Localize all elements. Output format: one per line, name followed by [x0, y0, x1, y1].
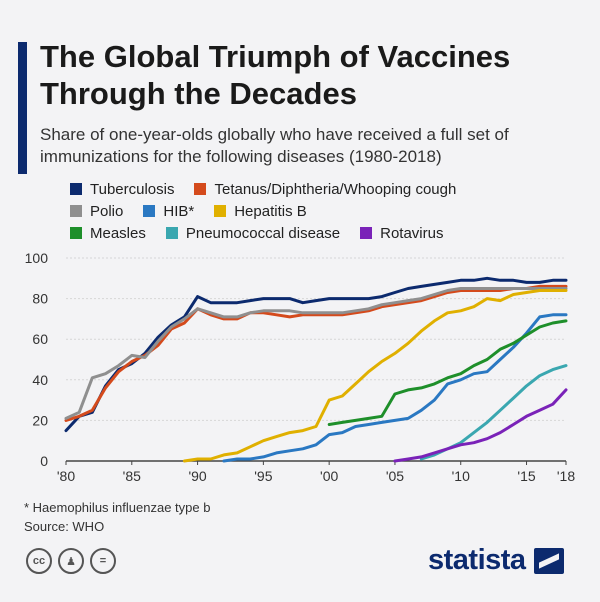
legend-swatch [214, 205, 227, 217]
x-tick-label: '90 [188, 468, 206, 484]
legend-label: Pneumococcal disease [185, 224, 341, 242]
y-tick-label: 100 [25, 250, 49, 266]
legend-swatch [70, 183, 82, 195]
statista-logo-icon [533, 547, 564, 574]
legend-item-tuberculosis: Tuberculosis [70, 181, 174, 198]
y-tick-label: 20 [32, 412, 48, 428]
y-tick-label: 80 [32, 291, 48, 307]
x-tick-label: '85 [123, 468, 141, 484]
legend-swatch [70, 227, 82, 239]
legend-label: Tetanus/Diphtheria/Whooping cough [214, 180, 457, 198]
legend-row: Tuberculosis Tetanus/Diphtheria/Whooping… [70, 178, 590, 200]
license-icons: cc ♟ = [26, 548, 116, 574]
legend-label: Measles [90, 224, 146, 242]
legend-item-hib: HIB* [143, 203, 194, 220]
attribution-icon: ♟ [58, 548, 84, 574]
statista-logo: statista [428, 544, 564, 577]
brand-wordmark: statista [428, 544, 526, 576]
legend-label: HIB* [163, 202, 195, 220]
series-line-1 [64, 284, 568, 422]
x-tick-label: '18 [557, 468, 575, 484]
legend-label: Rotavirus [380, 224, 444, 242]
source: Source: WHO [24, 519, 105, 534]
series-line-2 [64, 287, 568, 420]
legend-label: Tuberculosis [90, 180, 175, 198]
series-line-3 [222, 313, 568, 463]
x-tick-label: '10 [452, 468, 470, 484]
legend-swatch [143, 205, 156, 217]
series-line-5 [327, 319, 568, 426]
title-accent-bar [18, 42, 27, 174]
chart-subtitle: Share of one-year-olds globally who have… [40, 125, 509, 166]
no-derivatives-icon: = [90, 548, 116, 574]
legend-swatch [70, 205, 82, 217]
series-line-4 [182, 289, 568, 463]
y-tick-label: 0 [40, 453, 48, 469]
footnote: * Haemophilus influenzae type b [24, 500, 211, 515]
legend-label: Polio [90, 202, 124, 220]
x-tick-label: '95 [254, 468, 272, 484]
legend-item-measles: Measles [70, 225, 146, 242]
creative-commons-icon: cc [26, 548, 52, 574]
series-line-0 [64, 276, 568, 433]
chart-title: The Global Triumph of Vaccines Through t… [40, 39, 511, 111]
legend-item-hepatitis-b: Hepatitis B [214, 203, 307, 220]
legend-swatch [194, 183, 207, 195]
legend-label: Hepatitis B [234, 202, 307, 220]
legend-item-tetanus: Tetanus/Diphtheria/Whooping cough [194, 181, 456, 198]
y-tick-label: 60 [32, 331, 48, 347]
x-tick-label: '80 [57, 468, 75, 484]
x-tick-label: '15 [517, 468, 535, 484]
legend-row: Measles Pneumococcal disease Rotavirus [70, 222, 590, 244]
x-tick-label: '00 [320, 468, 338, 484]
series-line-7 [393, 388, 568, 463]
footnote-block: * Haemophilus influenzae type b Source: … [24, 498, 210, 536]
legend-item-rotavirus: Rotavirus [360, 225, 443, 242]
legend-item-polio: Polio [70, 203, 123, 220]
x-tick-label: '05 [386, 468, 404, 484]
legend-row: Polio HIB* Hepatitis B [70, 200, 590, 222]
legend-item-pneumococcal: Pneumococcal disease [165, 224, 341, 242]
legend-swatch [165, 227, 178, 239]
legend: Tuberculosis Tetanus/Diphtheria/Whooping… [70, 178, 590, 244]
y-tick-label: 40 [32, 372, 48, 388]
legend-swatch [360, 227, 373, 239]
line-chart: 0 20 40 60 80 100 '80 '85 '90 '95 '00 '05 '10 '15 '18 [25, 250, 576, 484]
